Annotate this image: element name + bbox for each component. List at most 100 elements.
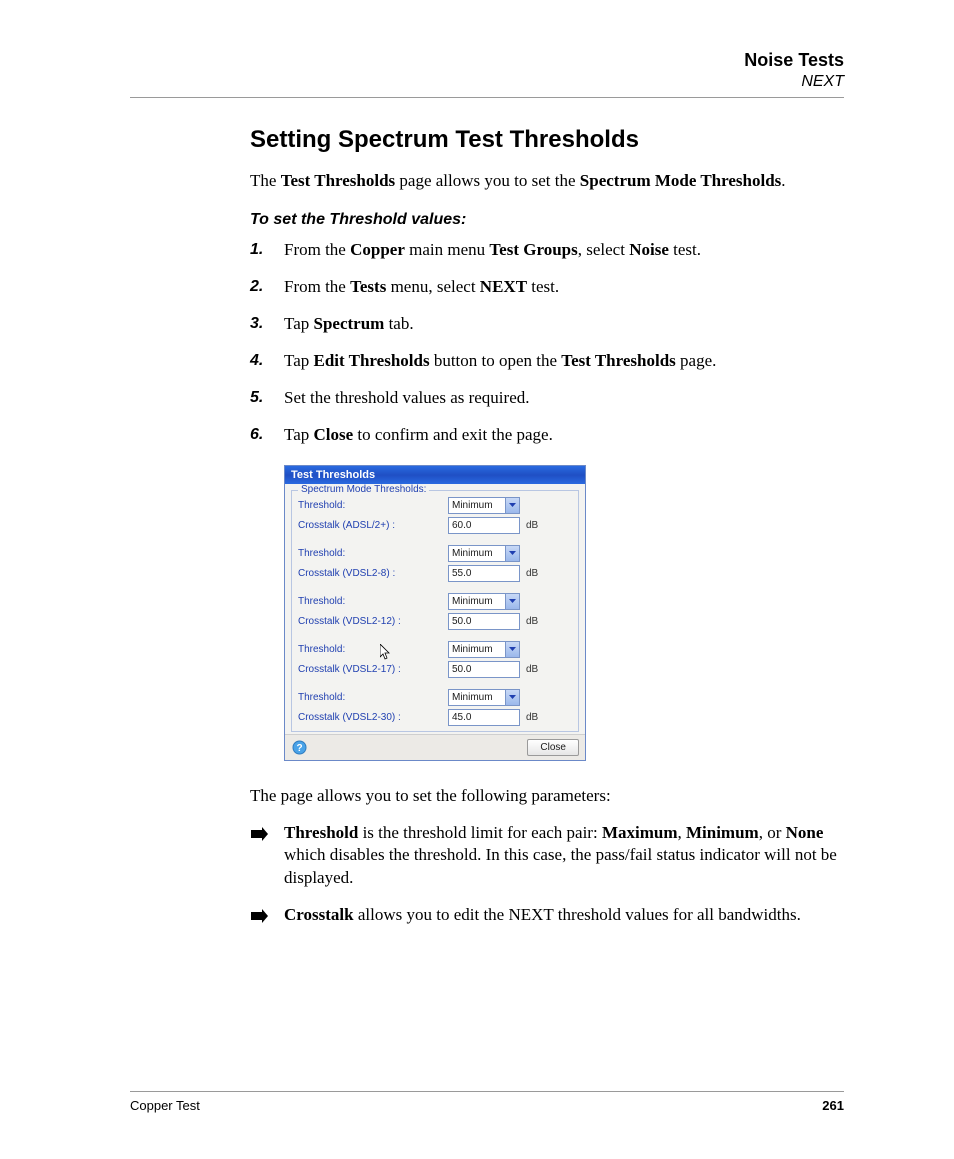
dialog-footer: ? Close [285,734,585,760]
dialog-titlebar: Test Thresholds [285,466,585,484]
steps-list: From the Copper main menu Test Groups, s… [250,239,844,447]
step-item: From the Copper main menu Test Groups, s… [250,239,844,262]
crosstalk-input[interactable]: 45.0 [448,709,520,726]
step-bold: Close [314,425,354,444]
bullet-text: allows you to edit the NEXT threshold va… [354,905,801,924]
step-text: From the [284,277,350,296]
step-text: tab. [384,314,413,333]
step-text: Tap [284,425,314,444]
combo-text: Minimum [449,594,505,609]
header-rule [130,97,844,98]
step-item: Set the threshold values as required. [250,387,844,410]
chevron-down-icon[interactable] [505,594,519,609]
dialog-screenshot: Test Thresholds Spectrum Mode Thresholds… [284,465,844,761]
threshold-label: Threshold: [298,644,448,655]
crosstalk-input[interactable]: 60.0 [448,517,520,534]
section-heading: Setting Spectrum Test Thresholds [250,126,844,154]
step-text: test. [527,277,559,296]
threshold-row: Threshold:Minimum [298,545,572,562]
page-header: Noise Tests NEXT [130,50,844,91]
step-text: , select [578,240,629,259]
crosstalk-input[interactable]: 50.0 [448,613,520,630]
crosstalk-input[interactable]: 50.0 [448,661,520,678]
crosstalk-label: Crosstalk (VDSL2-17) : [298,664,448,675]
step-text: Tap [284,351,314,370]
threshold-label: Threshold: [298,692,448,703]
step-text: Set the threshold values as required. [284,388,530,407]
footer-rule [130,1091,844,1092]
bullet-bold: Maximum [602,823,678,842]
crosstalk-label: Crosstalk (ADSL/2+) : [298,520,448,531]
step-bold: Edit Thresholds [314,351,430,370]
chevron-down-icon[interactable] [505,642,519,657]
threshold-select[interactable]: Minimum [448,593,520,610]
step-text: button to open the [430,351,562,370]
input-value: 50.0 [448,661,520,678]
step-text: to confirm and exit the page. [353,425,553,444]
bullet-text: , or [759,823,786,842]
bullet-item: Threshold is the threshold limit for eac… [250,822,844,891]
arrow-icon [250,825,268,848]
threshold-select[interactable]: Minimum [448,497,520,514]
header-title: Noise Tests [130,50,844,71]
combo-text: Minimum [449,690,505,705]
svg-text:?: ? [296,743,302,754]
bullet-bold: None [786,823,824,842]
crosstalk-row: Crosstalk (VDSL2-8) :55.0dB [298,565,572,582]
unit-label: dB [526,616,538,627]
step-item: From the Tests menu, select NEXT test. [250,276,844,299]
crosstalk-row: Crosstalk (VDSL2-12) :50.0dB [298,613,572,630]
threshold-select[interactable]: Minimum [448,689,520,706]
bullet-text: is the threshold limit for each pair: [358,823,602,842]
unit-label: dB [526,664,538,675]
input-value: 45.0 [448,709,520,726]
test-thresholds-dialog: Test Thresholds Spectrum Mode Thresholds… [284,465,586,761]
step-item: Tap Edit Thresholds button to open the T… [250,350,844,373]
step-item: Tap Close to confirm and exit the page. [250,424,844,447]
bullet-item: Crosstalk allows you to edit the NEXT th… [250,904,844,927]
crosstalk-row: Crosstalk (ADSL/2+) :60.0 dB [298,517,572,534]
step-text: test. [669,240,701,259]
step-item: Tap Spectrum tab. [250,313,844,336]
unit-label: dB [526,520,538,531]
intro-text: The [250,171,281,190]
procedure-subheading: To set the Threshold values: [250,211,844,229]
unit-label: dB [526,712,538,723]
step-text: From the [284,240,350,259]
intro-text: . [781,171,785,190]
step-bold: Copper [350,240,405,259]
unit-label: dB [526,568,538,579]
help-icon[interactable]: ? [291,739,307,755]
page: Noise Tests NEXT Setting Spectrum Test T… [0,0,954,1159]
threshold-row: Threshold:Minimum [298,689,572,706]
crosstalk-label: Crosstalk (VDSL2-30) : [298,712,448,723]
threshold-row: Threshold:Minimum [298,641,572,658]
bullet-bold: Minimum [686,823,759,842]
bullet-bold: Threshold [284,823,358,842]
combo-text: Minimum [449,546,505,561]
threshold-row: Threshold:Minimum [298,593,572,610]
step-bold: Spectrum [314,314,385,333]
combo-text: Minimum [449,642,505,657]
threshold-label: Threshold: [298,548,448,559]
threshold-select[interactable]: Minimum [448,545,520,562]
crosstalk-input[interactable]: 55.0 [448,565,520,582]
threshold-label: Threshold: [298,596,448,607]
fieldset-legend: Spectrum Mode Thresholds: [298,484,429,495]
chevron-down-icon[interactable] [505,498,519,513]
intro-bold-2: Spectrum Mode Thresholds [580,171,782,190]
footer-left: Copper Test [130,1098,200,1113]
chevron-down-icon[interactable] [505,546,519,561]
chevron-down-icon[interactable] [505,690,519,705]
threshold-select[interactable]: Minimum [448,641,520,658]
input-value: 50.0 [448,613,520,630]
bullet-text: which disables the threshold. In this ca… [284,845,837,887]
step-bold: Tests [350,277,386,296]
input-value: 55.0 [448,565,520,582]
close-button[interactable]: Close [527,739,579,756]
spectrum-mode-fieldset: Spectrum Mode Thresholds: Threshold:Mini… [291,490,579,732]
step-bold: Test Groups [489,240,577,259]
intro-text: page allows you to set the [395,171,580,190]
page-number: 261 [822,1098,844,1113]
step-text: main menu [405,240,490,259]
